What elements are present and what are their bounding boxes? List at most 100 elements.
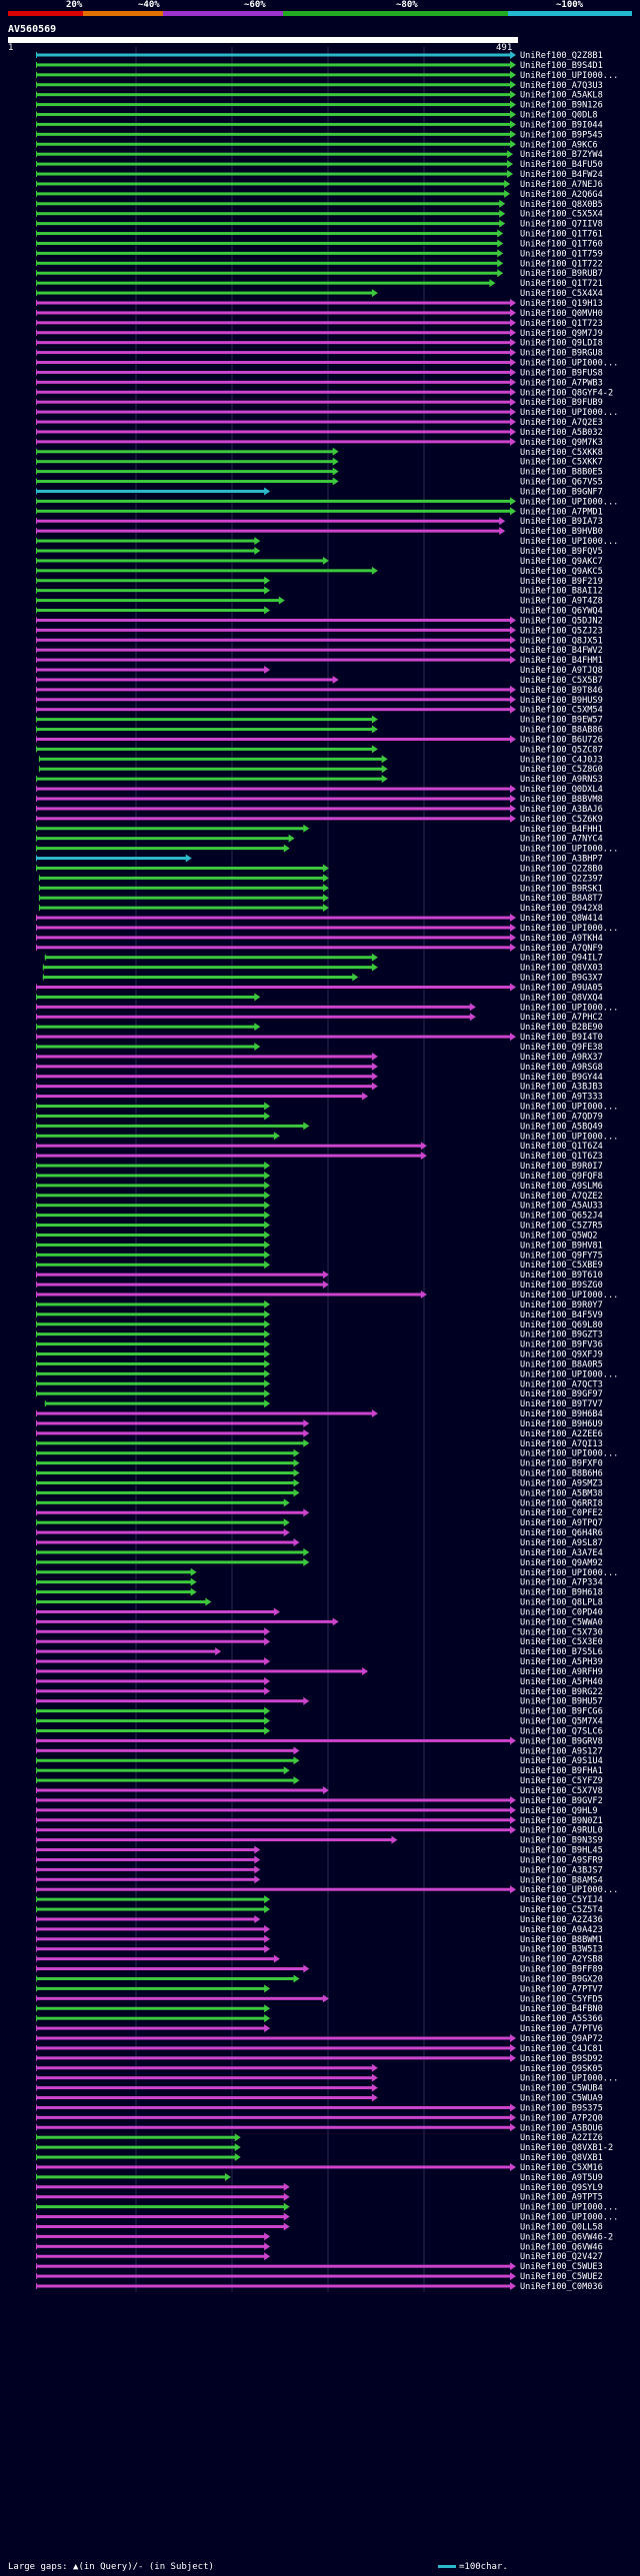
hit-bar[interactable] <box>36 113 511 117</box>
hit-bar[interactable] <box>36 946 511 950</box>
hit-row[interactable]: UniRef100_Q8X0B5 <box>36 199 603 210</box>
hit-label[interactable]: UniRef100_B6U726 <box>520 735 603 745</box>
hit-label[interactable]: UniRef100_B9H618 <box>520 1588 603 1598</box>
hit-row[interactable]: UniRef100_B8BWM1 <box>36 1934 603 1945</box>
hit-label[interactable]: UniRef100_B9H6U9 <box>520 1419 603 1429</box>
hit-label[interactable]: UniRef100_A7NEJ6 <box>520 180 603 190</box>
hit-row[interactable]: UniRef100_A7NEJ6 <box>36 179 603 190</box>
hit-label[interactable]: UniRef100_Q9AKC5 <box>520 567 603 577</box>
hit-row[interactable]: UniRef100_B3W5I3 <box>36 1944 603 1955</box>
hit-row[interactable]: UniRef100_Q9M7J9 <box>36 328 603 339</box>
hit-row[interactable]: UniRef100_Q8W414 <box>36 914 603 924</box>
hit-label[interactable]: UniRef100_Q8GYF4-2 <box>520 388 613 398</box>
hit-label[interactable]: UniRef100_B4FBN0 <box>520 2004 603 2014</box>
hit-label[interactable]: UniRef100_B9RUB7 <box>520 269 603 279</box>
hit-row[interactable]: UniRef100_B9HVB0 <box>36 527 603 537</box>
hit-label[interactable]: UniRef100_B9R0Y7 <box>520 1300 603 1310</box>
hit-bar[interactable] <box>36 1848 256 1852</box>
hit-bar[interactable] <box>36 1243 266 1247</box>
hit-row[interactable]: UniRef100_A9RUL0 <box>36 1825 603 1836</box>
hit-bar[interactable] <box>36 1361 266 1365</box>
hit-row[interactable]: UniRef100_A3BAJ6 <box>36 804 603 815</box>
hit-bar[interactable] <box>36 1322 266 1326</box>
hit-bar[interactable] <box>36 351 511 355</box>
hit-label[interactable]: UniRef100_B9FF89 <box>520 1965 603 1975</box>
hit-row[interactable]: UniRef100_Q9SYL9 <box>36 2182 603 2193</box>
hit-row[interactable]: UniRef100_B9IA73 <box>36 517 603 527</box>
hit-label[interactable]: UniRef100_C0PD40 <box>520 1607 603 1617</box>
hit-row[interactable]: UniRef100_B7S5L6 <box>36 1647 603 1657</box>
hit-bar[interactable] <box>36 1352 266 1356</box>
hit-label[interactable]: UniRef100_A2Q6G4 <box>520 190 603 200</box>
hit-row[interactable]: UniRef100_Q9AKC7 <box>36 556 603 567</box>
hit-label[interactable]: UniRef100_C5WUE3 <box>520 2262 603 2272</box>
hit-row[interactable]: UniRef100_B8B0E5 <box>36 467 603 478</box>
hit-label[interactable]: UniRef100_A7PTV6 <box>520 2024 603 2034</box>
hit-bar[interactable] <box>42 976 354 980</box>
hit-label[interactable]: UniRef100_UPI000... <box>520 1290 618 1300</box>
hit-label[interactable]: UniRef100_B9S4D1 <box>520 61 603 71</box>
hit-row[interactable]: UniRef100_B4FU50 <box>36 160 603 170</box>
hit-label[interactable]: UniRef100_Q1T723 <box>520 319 603 329</box>
hit-bar[interactable] <box>36 1957 275 1961</box>
hit-bar[interactable] <box>36 2165 511 2169</box>
hit-label[interactable]: UniRef100_A9RNS3 <box>520 775 603 785</box>
hit-label[interactable]: UniRef100_UPI000... <box>520 1885 618 1895</box>
hit-row[interactable]: UniRef100_C5XM16 <box>36 2162 603 2173</box>
hit-label[interactable]: UniRef100_B9IA73 <box>520 517 603 527</box>
hit-bar[interactable] <box>36 1312 266 1316</box>
hit-label[interactable]: UniRef100_Q5WQ2 <box>520 1231 598 1241</box>
hit-row[interactable]: UniRef100_B9FHA1 <box>36 1766 603 1776</box>
hit-label[interactable]: UniRef100_C5X7V8 <box>520 1786 603 1796</box>
hit-bar[interactable] <box>36 985 511 989</box>
hit-row[interactable]: UniRef100_UPI000... <box>36 1003 618 1013</box>
hit-row[interactable]: UniRef100_C5X5B7 <box>36 675 603 686</box>
hit-row[interactable]: UniRef100_A5AKL8 <box>36 90 603 101</box>
hit-label[interactable]: UniRef100_B9GX20 <box>520 1974 603 1984</box>
hit-bar[interactable] <box>36 380 511 384</box>
hit-bar[interactable] <box>36 440 511 444</box>
hit-label[interactable]: UniRef100_B9N3S9 <box>520 1836 603 1846</box>
hit-label[interactable]: UniRef100_A9A423 <box>520 1925 603 1935</box>
hit-bar[interactable] <box>36 1421 305 1425</box>
hit-bar[interactable] <box>36 678 334 682</box>
hit-row[interactable]: UniRef100_A9TPT5 <box>36 2192 603 2203</box>
hit-label[interactable]: UniRef100_B9EW57 <box>520 716 603 726</box>
hit-bar[interactable] <box>36 1174 266 1178</box>
hit-label[interactable]: UniRef100_A9SLM6 <box>520 1182 603 1192</box>
hit-label[interactable]: UniRef100_Q1T721 <box>520 279 603 289</box>
hit-bar[interactable] <box>36 2155 236 2159</box>
hit-label[interactable]: UniRef100_Q9SK05 <box>520 2064 603 2074</box>
hit-label[interactable]: UniRef100_A9S1U4 <box>520 1756 603 1766</box>
hit-label[interactable]: UniRef100_Q9HL9 <box>520 1806 598 1816</box>
hit-bar[interactable] <box>36 2244 266 2248</box>
hit-label[interactable]: UniRef100_B4FHM1 <box>520 656 603 666</box>
hit-row[interactable]: UniRef100_A2Q6G4 <box>36 189 603 200</box>
hit-bar[interactable] <box>36 1857 256 1861</box>
hit-row[interactable]: UniRef100_C5WUB4 <box>36 2083 603 2094</box>
hit-row[interactable]: UniRef100_UPI000... <box>36 408 618 418</box>
hit-row[interactable]: UniRef100_B9H6U9 <box>36 1418 603 1429</box>
hit-row[interactable]: UniRef100_A9RSG8 <box>36 1062 603 1073</box>
hit-row[interactable]: UniRef100_A7QI13 <box>36 1438 603 1449</box>
hit-bar[interactable] <box>36 341 511 345</box>
hit-bar[interactable] <box>36 2046 511 2050</box>
hit-bar[interactable] <box>36 2125 511 2129</box>
hit-label[interactable]: UniRef100_A9SL87 <box>520 1538 603 1548</box>
hit-row[interactable]: UniRef100_Q652J4 <box>36 1211 603 1222</box>
hit-label[interactable]: UniRef100_Q69L80 <box>520 1320 603 1330</box>
hit-row[interactable]: UniRef100_Q8VX03 <box>42 963 603 974</box>
hit-bar[interactable] <box>36 1332 266 1336</box>
hit-row[interactable]: UniRef100_Q9AM92 <box>36 1557 603 1568</box>
hit-row[interactable]: UniRef100_A9S1U4 <box>36 1756 603 1766</box>
hit-bar[interactable] <box>36 1679 266 1683</box>
hit-row[interactable]: UniRef100_C4J0J3 <box>38 755 603 765</box>
hit-bar[interactable] <box>36 658 511 662</box>
hit-bar[interactable] <box>36 1184 266 1188</box>
hit-label[interactable]: UniRef100_B9GZT3 <box>520 1330 603 1340</box>
hit-row[interactable]: UniRef100_UPI000... <box>36 358 618 369</box>
hit-row[interactable]: UniRef100_A7QCT3 <box>36 1379 603 1389</box>
hit-bar[interactable] <box>36 638 511 642</box>
hit-bar[interactable] <box>36 1540 295 1544</box>
hit-bar[interactable] <box>36 2264 511 2268</box>
